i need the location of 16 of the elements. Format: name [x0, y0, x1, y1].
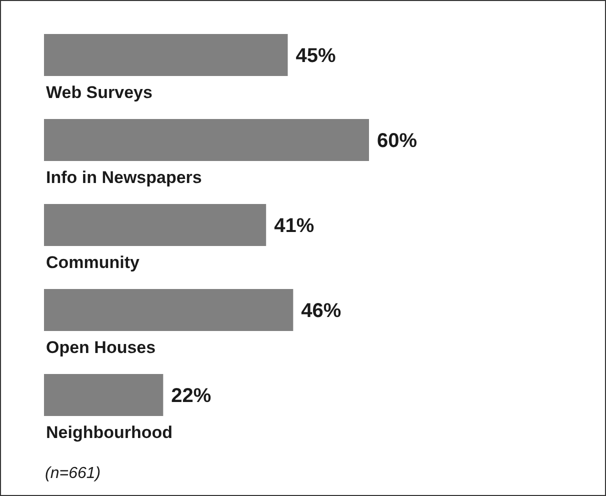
data-label: 41% [274, 215, 314, 238]
bar [44, 34, 288, 76]
data-label: 22% [171, 385, 212, 408]
y-tick-label: Web Surveys [46, 83, 152, 102]
bar [44, 374, 164, 416]
data-label: 60% [377, 130, 418, 152]
bar [44, 204, 266, 246]
data-label: 46% [301, 300, 342, 322]
bar [44, 289, 294, 331]
y-tick-label: Community [46, 253, 140, 272]
y-tick-label: Info in Newspapers [46, 168, 202, 187]
y-tick-label: Neighbourhood [46, 423, 173, 442]
bar [44, 119, 369, 161]
y-tick-label: Open Houses [46, 338, 156, 357]
data-label: 45% [296, 45, 336, 68]
annotation: (n=661) [45, 465, 101, 483]
